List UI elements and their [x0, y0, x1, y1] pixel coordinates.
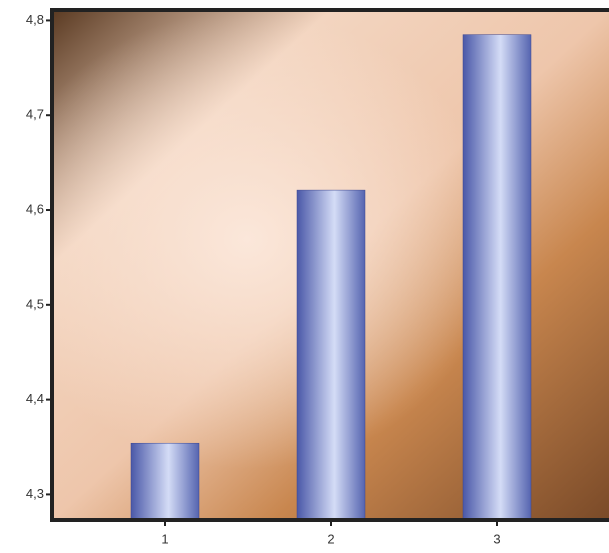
y-tick-label: 4,5	[26, 296, 44, 311]
x-tick-label: 1	[161, 531, 168, 546]
y-tick-label: 4,7	[26, 107, 44, 122]
bar	[130, 442, 200, 521]
x-tick-label: 3	[493, 531, 500, 546]
y-tick-label: 4,8	[26, 12, 44, 27]
y-tick-label: 4,3	[26, 486, 44, 501]
x-tick-label: 2	[327, 531, 334, 546]
bar	[296, 189, 366, 521]
y-tick-label: 4,4	[26, 391, 44, 406]
y-tick-label: 4,6	[26, 201, 44, 216]
bar	[462, 34, 532, 521]
